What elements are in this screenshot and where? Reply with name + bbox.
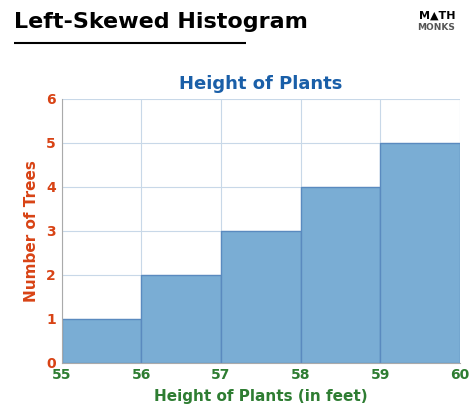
Text: MONKS: MONKS <box>417 23 455 32</box>
Bar <box>141 275 221 363</box>
Text: M▲TH: M▲TH <box>419 10 455 20</box>
Title: Height of Plants: Height of Plants <box>179 75 342 93</box>
Bar <box>62 318 141 363</box>
Bar <box>380 143 460 363</box>
Bar <box>221 231 301 363</box>
X-axis label: Height of Plants (in feet): Height of Plants (in feet) <box>154 389 367 404</box>
Bar <box>301 187 380 363</box>
Y-axis label: Number of Trees: Number of Trees <box>24 160 39 302</box>
Text: Left-Skewed Histogram: Left-Skewed Histogram <box>14 12 308 33</box>
